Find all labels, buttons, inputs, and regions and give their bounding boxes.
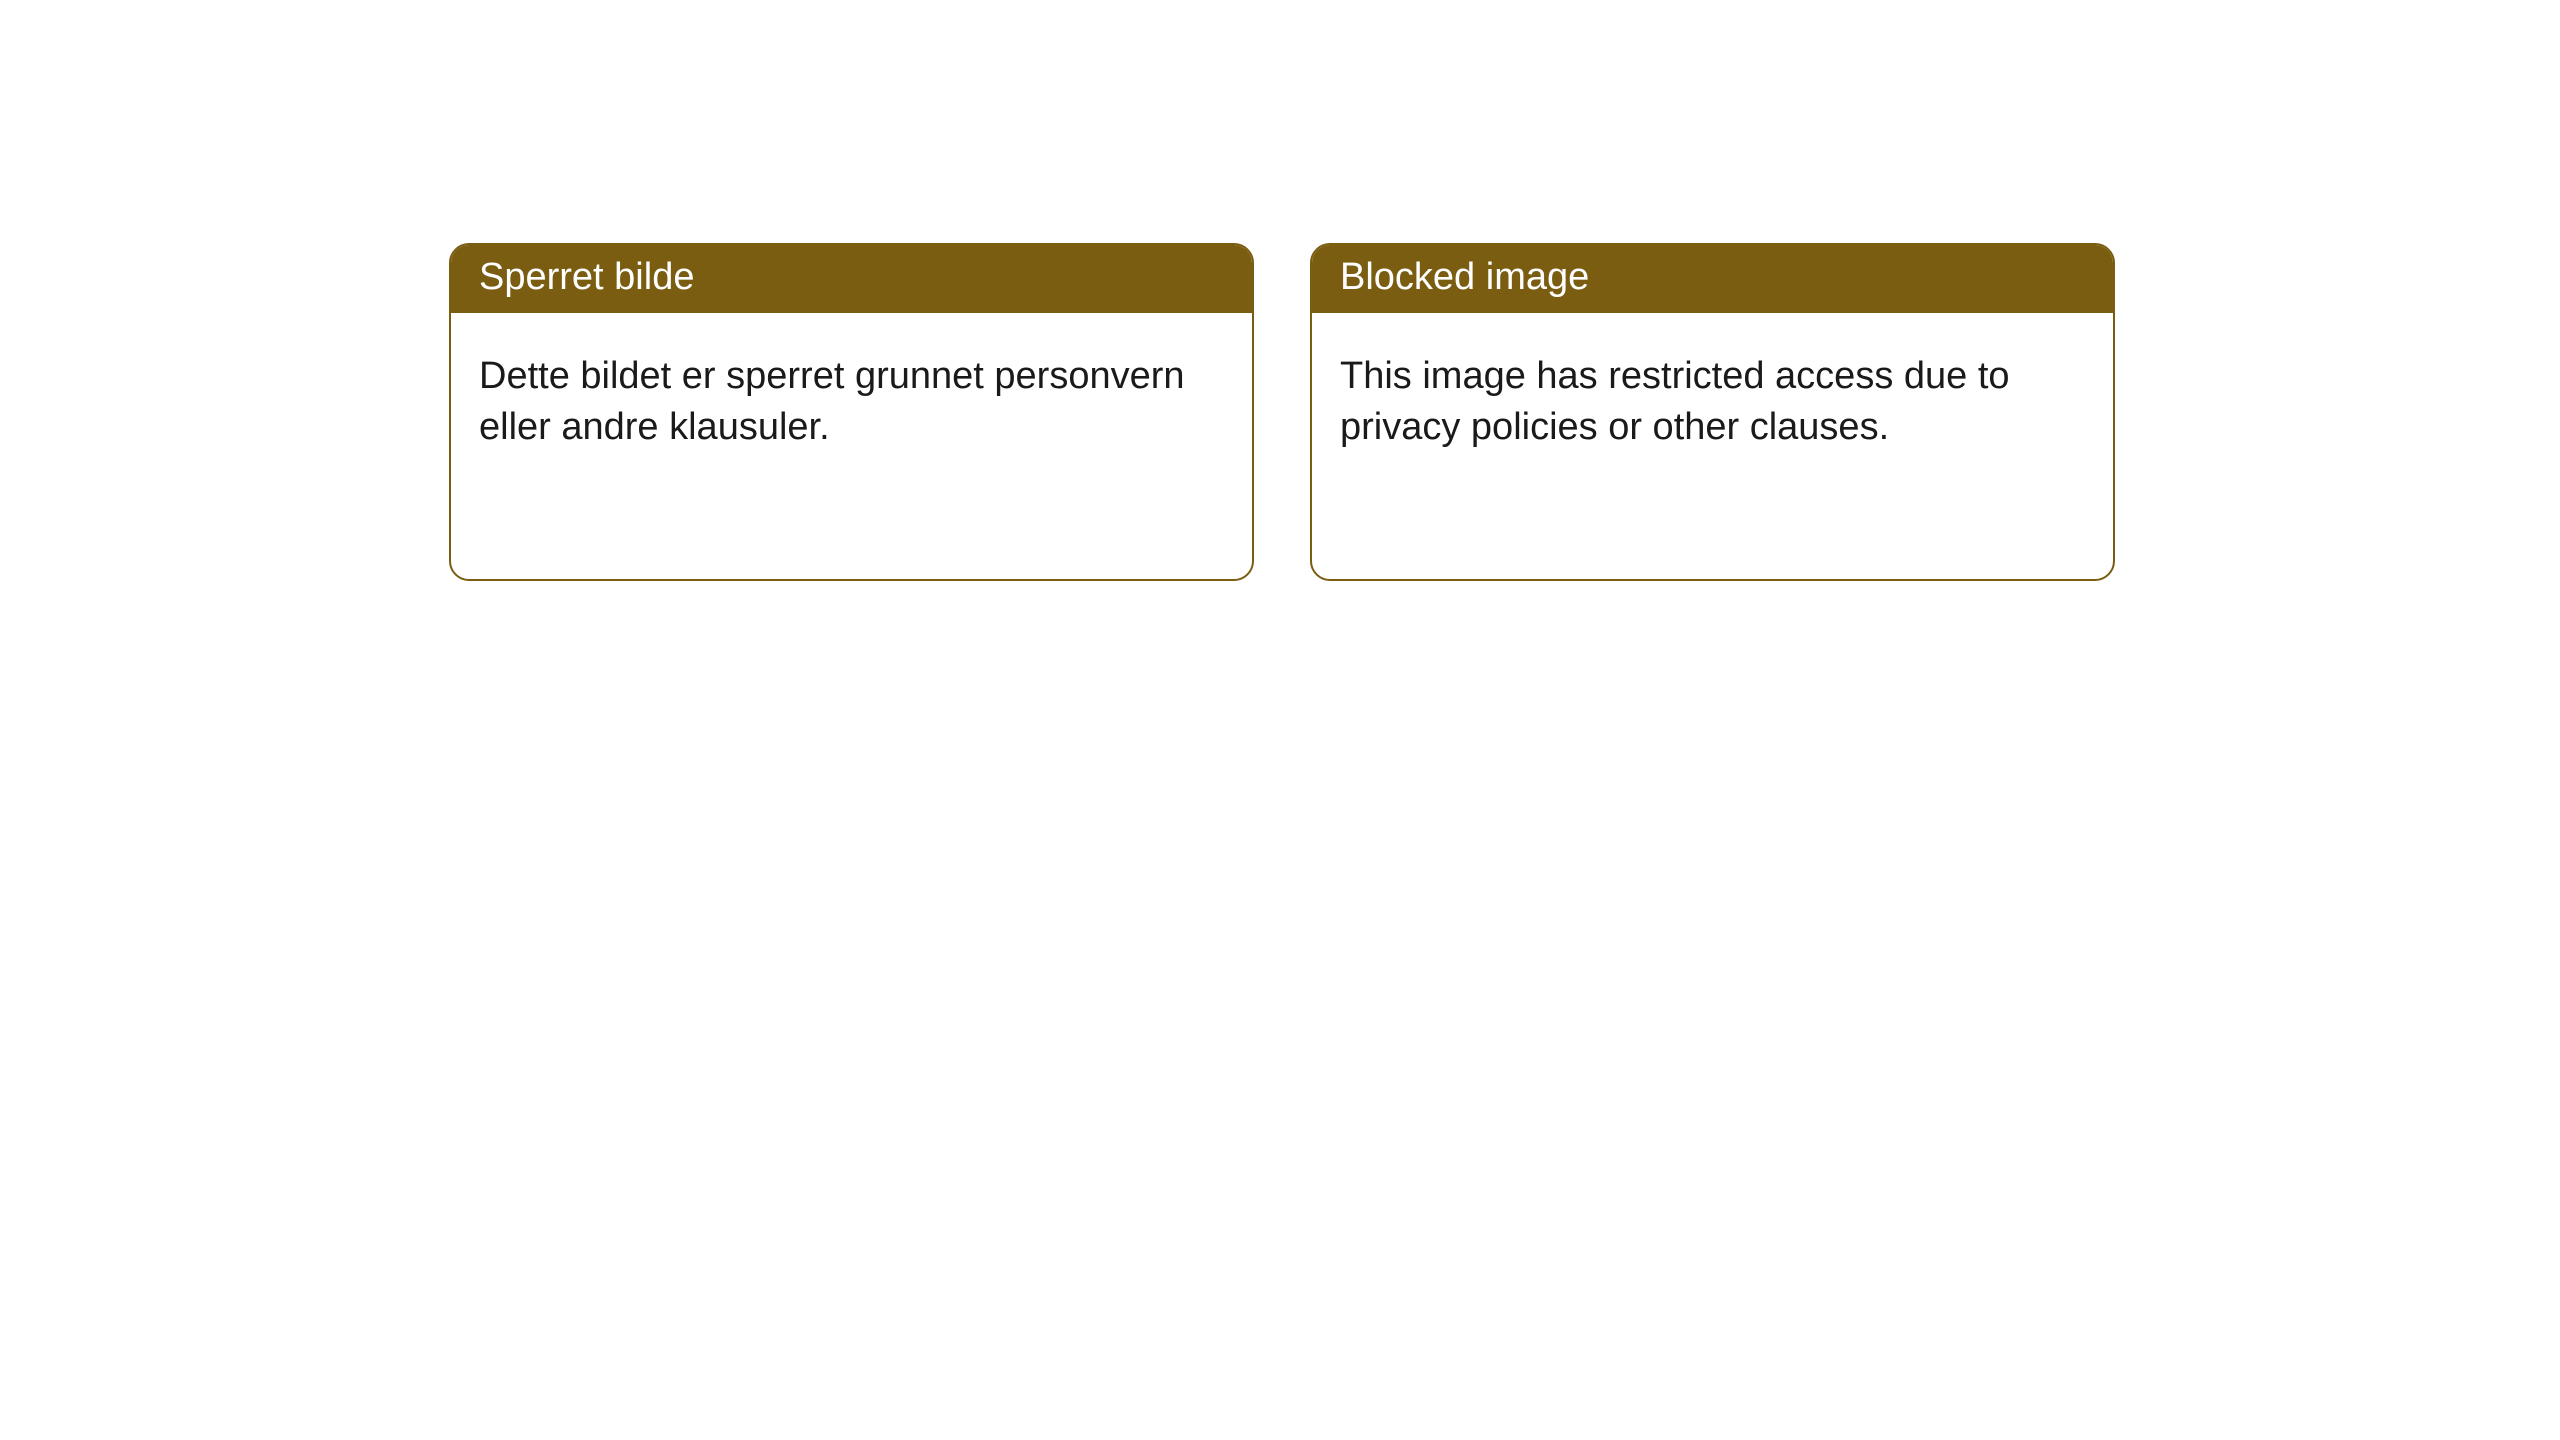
notice-card-english: Blocked image This image has restricted … xyxy=(1310,243,2115,581)
notice-body-english: This image has restricted access due to … xyxy=(1312,313,2113,492)
notice-card-norwegian: Sperret bilde Dette bildet er sperret gr… xyxy=(449,243,1254,581)
notice-title-english: Blocked image xyxy=(1312,245,2113,313)
notice-title-norwegian: Sperret bilde xyxy=(451,245,1252,313)
notice-container: Sperret bilde Dette bildet er sperret gr… xyxy=(0,0,2560,581)
notice-body-norwegian: Dette bildet er sperret grunnet personve… xyxy=(451,313,1252,492)
